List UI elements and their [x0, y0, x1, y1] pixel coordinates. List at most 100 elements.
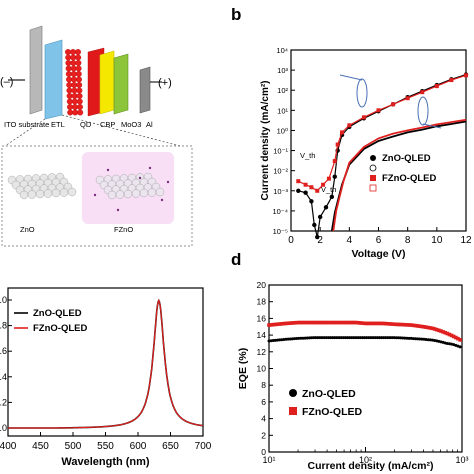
y-axis-label: Current density (mA/cm²) — [260, 80, 271, 200]
ito-substrate-layer — [29, 25, 43, 115]
data-point-fzno-qled — [341, 320, 346, 325]
data-point-zno-qled — [380, 336, 384, 340]
data-point-fzno-qled — [288, 321, 293, 325]
y-tick-label: 2 — [261, 430, 266, 440]
zoom-box — [1, 145, 193, 247]
x-tick-label: 650 — [162, 441, 179, 452]
data-point-fzno-qled — [316, 320, 320, 325]
y-tick-label: 10⁻³ — [273, 187, 288, 196]
qd-bead — [70, 65, 77, 72]
ito-label: ITO substrate — [4, 120, 49, 129]
y-tick-label: 1.0 — [0, 295, 7, 305]
data-point — [296, 188, 301, 193]
dopant-dot — [116, 208, 120, 212]
y-tick-label: 10⁻⁴ — [272, 207, 288, 216]
data-point-fzno-qled — [303, 320, 307, 325]
data-point-fzno-qled — [305, 320, 310, 325]
y-tick-label: 10¹ — [277, 106, 288, 115]
data-point-fzno-qled — [333, 320, 337, 325]
data-point-zno-qled — [352, 336, 356, 340]
qd-bead — [76, 82, 83, 88]
data-point-fzno-qled — [379, 321, 384, 326]
annotation-arrow — [422, 123, 442, 129]
dopant-dot — [166, 180, 170, 184]
data-point-fzno-qled — [277, 322, 282, 326]
y-tick-label: 20 — [257, 280, 267, 290]
chart-b-jv: 0 2 4 6 8 10 12 10⁴ 10³ 10² 10¹ 10⁰ 10⁻¹ 10⁻² 10⁻³ 10⁻⁴… — [260, 46, 472, 260]
data-point — [296, 179, 301, 184]
legend-label-fzno: FZnO-QLED — [382, 173, 436, 184]
data-point-zno-qled — [363, 336, 367, 340]
qd-bead — [75, 60, 82, 66]
qd-bead — [65, 71, 72, 77]
data-point — [420, 90, 425, 95]
data-point-fzno-qled — [371, 321, 375, 326]
x-tick-label: 10² — [359, 455, 372, 465]
data-point — [326, 176, 331, 181]
etl-label: ETL — [51, 120, 65, 129]
fzno-label: FZnO — [114, 225, 133, 234]
data-point-fzno-qled — [267, 323, 271, 327]
data-point-fzno-qled — [366, 321, 371, 326]
y-tick-label: 16 — [257, 313, 267, 323]
data-point-zno-qled — [386, 336, 390, 340]
qd-bead — [75, 54, 82, 61]
data-point-fzno-qled — [275, 322, 280, 327]
y-tick-label: 10⁻² — [273, 167, 288, 176]
x-tick-label: 550 — [97, 441, 114, 452]
data-point-zno-qled — [339, 336, 343, 340]
dopant-dot — [138, 176, 142, 180]
data-point-zno-qled — [331, 336, 335, 340]
x-tick-label: 4 — [347, 235, 353, 246]
y-tick-label: 12 — [257, 347, 267, 357]
data-point-fzno-qled — [405, 323, 409, 327]
data-point-fzno-qled — [322, 320, 326, 325]
qd-bead — [71, 93, 78, 99]
data-point — [329, 194, 335, 200]
al-label: Al — [146, 120, 153, 129]
data-point-fzno-qled — [388, 322, 392, 326]
qd-bead — [65, 54, 72, 61]
data-point-zno-qled — [303, 336, 307, 340]
data-point-fzno-qled — [377, 321, 382, 326]
data-point-zno-qled — [322, 336, 326, 340]
y-tick-label: 8 — [261, 380, 266, 390]
data-point-fzno-qled — [386, 321, 390, 326]
nanoparticle — [139, 188, 149, 198]
qd-bead — [67, 109, 74, 116]
data-point-fzno-qled — [335, 320, 339, 325]
data-point-zno-qled — [348, 336, 352, 340]
nanoparticle — [123, 189, 133, 199]
data-point-fzno-qled — [451, 334, 456, 339]
data-point-fzno-qled — [439, 329, 443, 333]
qd-bead — [70, 71, 77, 77]
qd-bead — [70, 60, 77, 66]
data-point-zno-qled — [341, 336, 345, 340]
data-point-fzno-qled — [428, 326, 433, 330]
y-tick-label: 4 — [261, 414, 266, 424]
qd-bead — [67, 104, 73, 110]
data-point-fzno-qled — [309, 320, 314, 325]
data-point-fzno-qled — [362, 321, 367, 326]
nanoparticle — [155, 187, 165, 197]
y-tick-label: 0.2 — [0, 397, 7, 407]
qd-bead — [65, 49, 71, 55]
data-point-fzno-qled — [286, 321, 290, 326]
data-point-fzno-qled — [284, 321, 288, 326]
data-point-fzno-qled — [392, 322, 397, 327]
y-tick-label: 0.8 — [0, 321, 7, 331]
data-point-fzno-qled — [282, 321, 286, 326]
y-tick-label: 0.0 — [0, 423, 7, 433]
nanoparticle — [27, 190, 37, 199]
qd-bead — [70, 54, 77, 61]
panel-a-device-schematic: (–) (+) ITO substrate ETL QD CBP MoO3 Al… — [0, 25, 193, 247]
x-tick-label: 600 — [130, 441, 147, 452]
data-point-fzno-qled — [458, 338, 462, 342]
data-point-fzno-qled — [358, 321, 363, 325]
data-point-zno-qled — [369, 336, 373, 340]
y-tick-label: 6 — [261, 397, 266, 407]
y-tick-label: 0 — [261, 447, 266, 457]
data-point-fzno-qled — [420, 324, 424, 329]
panel-b-letter: b — [231, 5, 241, 24]
